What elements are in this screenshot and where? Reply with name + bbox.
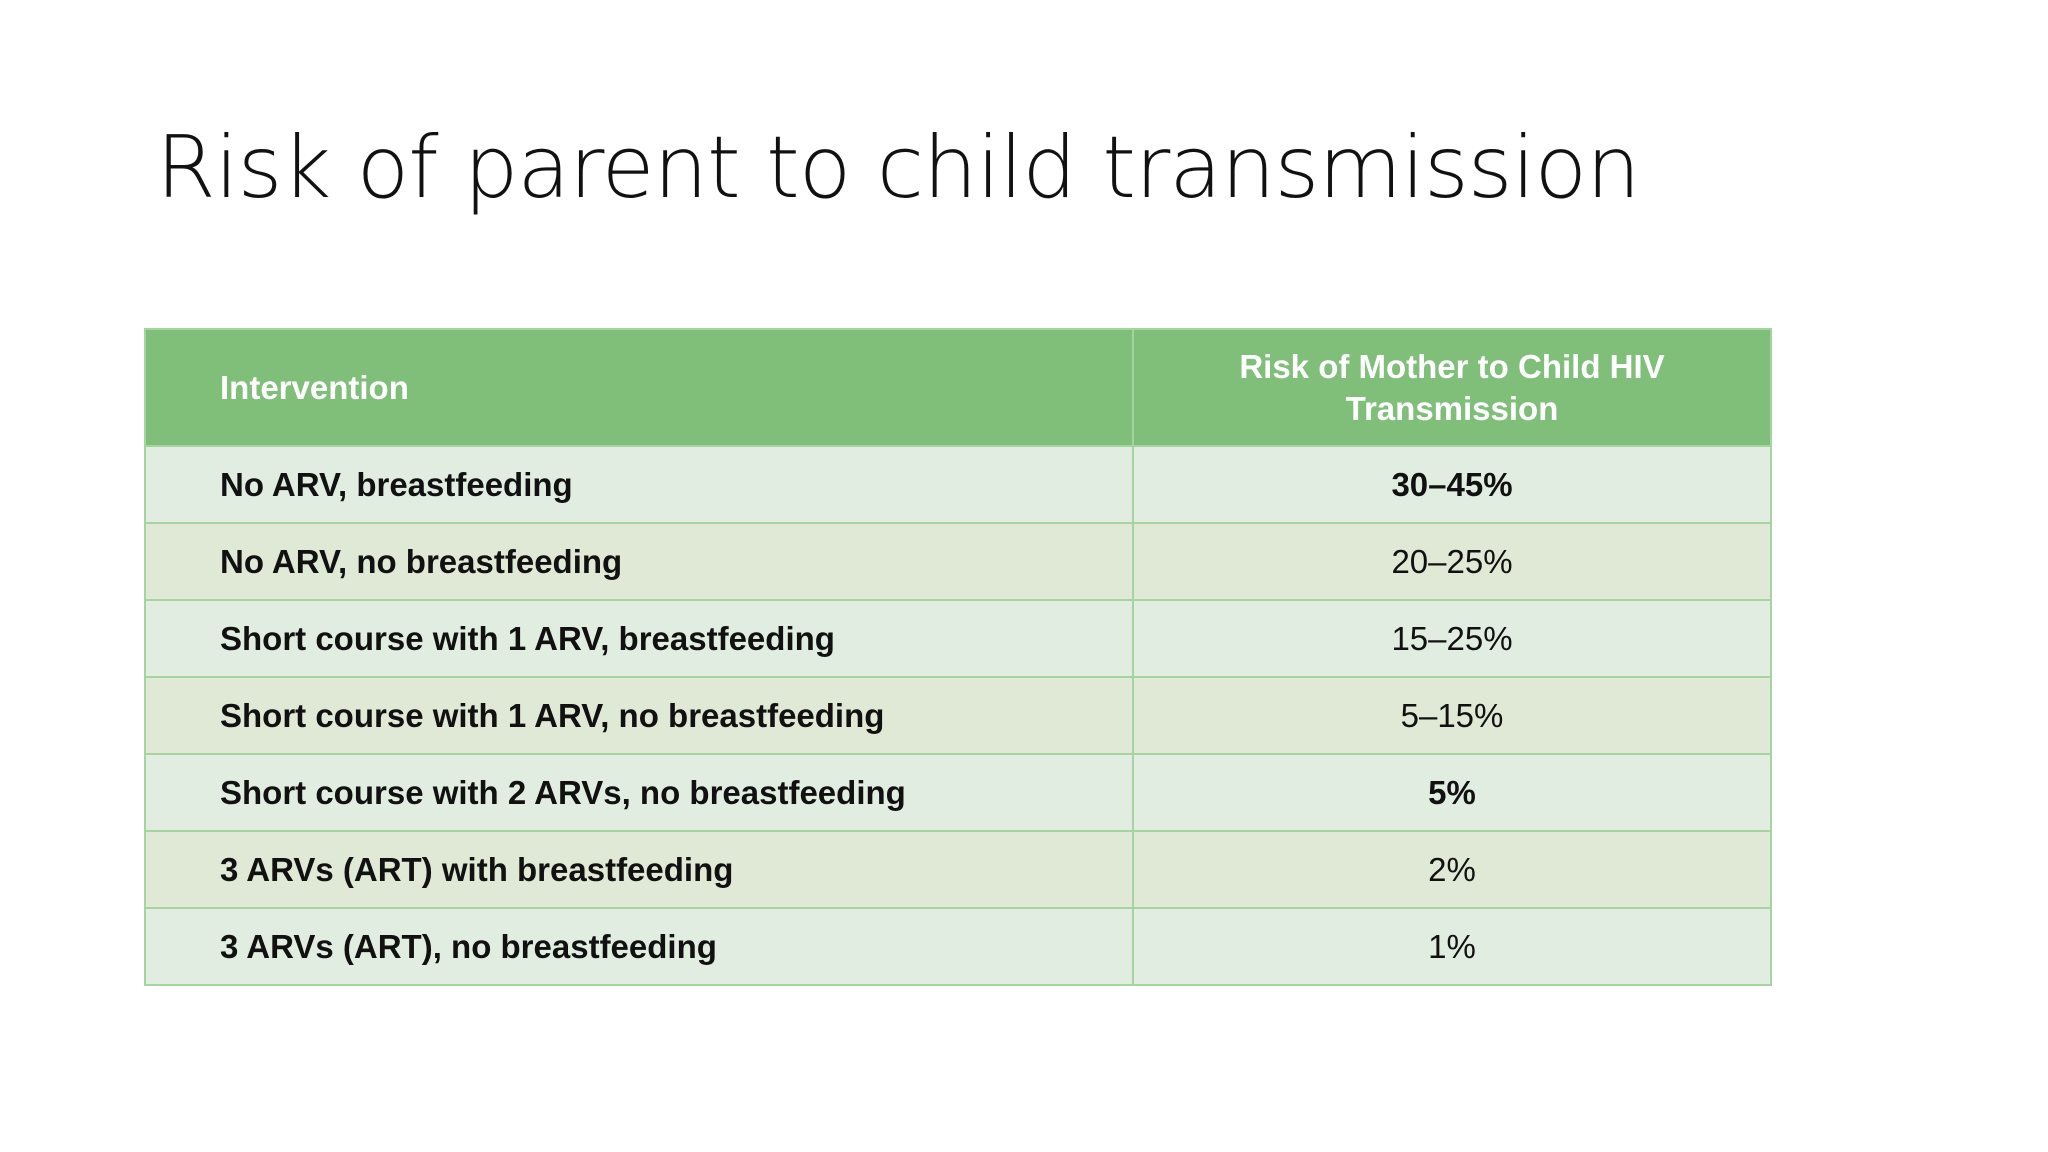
- cell: 20–25%: [1132, 522, 1772, 601]
- cell: 3 ARVs (ART) with breastfeeding: [144, 830, 1134, 909]
- cell: 3 ARVs (ART), no breastfeeding: [144, 907, 1134, 986]
- cell: 1%: [1132, 907, 1772, 986]
- row: Short course with 1 ARV, breastfeeding 15…: [144, 599, 1772, 678]
- cell: No ARV, breastfeeding: [144, 445, 1134, 524]
- row: No ARV, breastfeeding 30–45%: [144, 445, 1772, 524]
- row: 3 ARVs (ART), no breastfeeding 1%: [144, 907, 1772, 986]
- cell: Short course with 2 ARVs, no breastfeedi…: [144, 753, 1134, 832]
- cell: 2%: [1132, 830, 1772, 909]
- row: No ARV, no breastfeeding 20–25%: [144, 522, 1772, 601]
- row: 3 ARVs (ART) with breastfeeding 2%: [144, 830, 1772, 909]
- header-cell: Risk of Mother to Child HIV Transmission: [1132, 328, 1772, 447]
- row: Short course with 2 ARVs, no breastfeedi…: [144, 753, 1772, 832]
- header-row: Intervention Risk of Mother to Child HIV…: [144, 328, 1772, 447]
- cell: Short course with 1 ARV, no breastfeedin…: [144, 676, 1134, 755]
- header-cell: Intervention: [144, 328, 1134, 447]
- cell: 5%: [1132, 753, 1772, 832]
- row: Short course with 1 ARV, no breastfeedin…: [144, 676, 1772, 755]
- cell: 15–25%: [1132, 599, 1772, 678]
- slide-title: Risk of parent to child transmission: [156, 118, 1641, 218]
- cell: 5–15%: [1132, 676, 1772, 755]
- risk-table: Intervention Risk of Mother to Child HIV…: [144, 328, 1772, 986]
- cell: No ARV, no breastfeeding: [144, 522, 1134, 601]
- cell: 30–45%: [1132, 445, 1772, 524]
- cell: Short course with 1 ARV, breastfeeding: [144, 599, 1134, 678]
